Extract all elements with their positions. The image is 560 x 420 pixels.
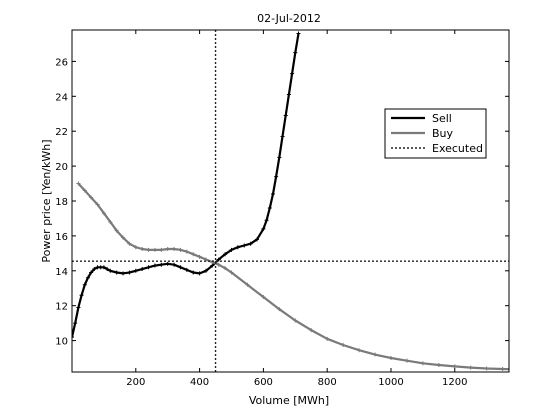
legend: Sell Buy Executed [385, 109, 486, 158]
y-tick-label: 16 [55, 232, 68, 243]
x-tick-label: 1000 [378, 377, 403, 388]
x-tick-label: 200 [126, 377, 145, 388]
y-axis-label: Power price [Yen/kWh] [40, 139, 53, 262]
legend-label-buy: Buy [432, 127, 454, 140]
y-tick-label: 22 [55, 127, 68, 138]
y-tick-label: 12 [55, 302, 68, 313]
x-axis-label: Volume [MWh] [249, 394, 329, 407]
legend-label-sell: Sell [432, 112, 452, 125]
y-tick-label: 20 [55, 162, 68, 173]
x-tick-label: 400 [190, 377, 209, 388]
y-tick-label: 24 [55, 92, 68, 103]
y-tick-label: 18 [55, 197, 68, 208]
legend-label-executed: Executed [432, 142, 483, 155]
x-tick-label: 600 [254, 377, 273, 388]
y-tick-label: 10 [55, 337, 68, 348]
x-tick-label: 800 [318, 377, 337, 388]
y-tick-label: 26 [55, 57, 68, 68]
y-tick-label: 14 [55, 267, 68, 278]
chart-title: 02-Jul-2012 [257, 12, 321, 25]
x-tick-label: 1200 [442, 377, 467, 388]
